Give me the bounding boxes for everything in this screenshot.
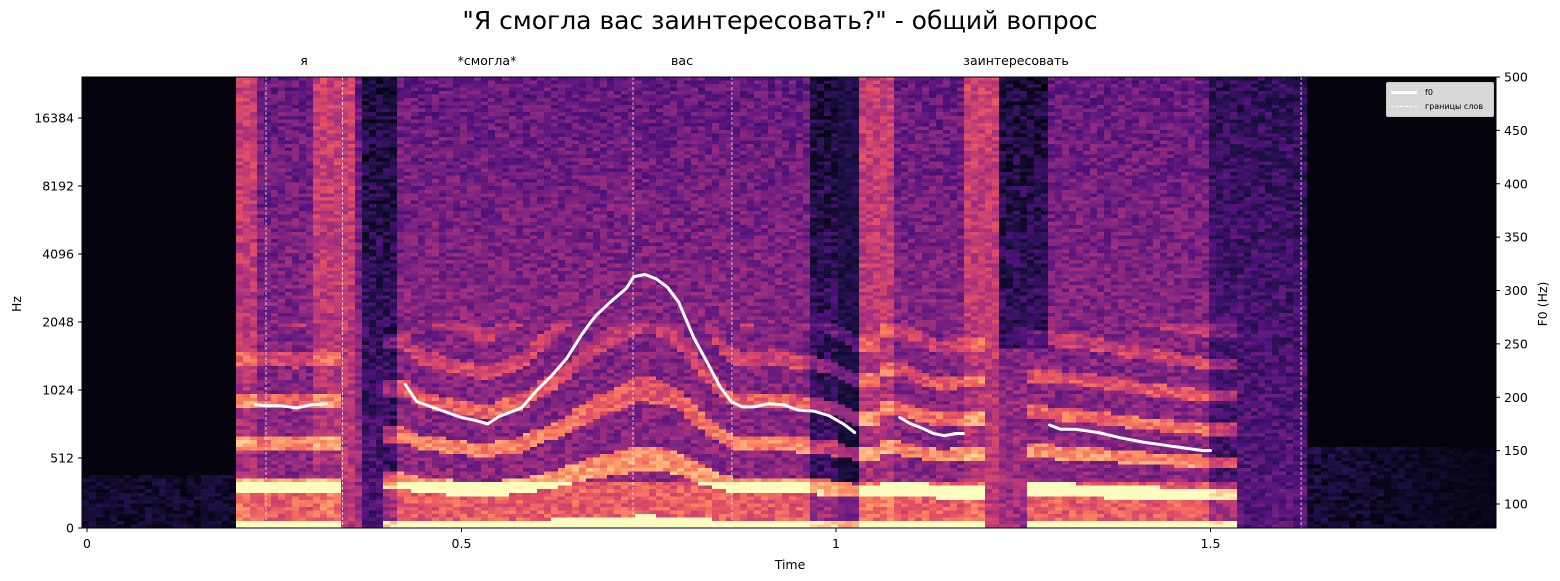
chart-title: "Я смогла вас заинтересовать?" - общий в… (462, 6, 1098, 35)
legend-solid-line-icon (1391, 90, 1417, 94)
y-axis-label-right: F0 (Hz) (1535, 282, 1550, 327)
f0-segment (1048, 423, 1212, 453)
y-tick-label: 512 (50, 451, 74, 466)
y-right-tick-label: 200 (1504, 390, 1528, 405)
y-tick-label: 8192 (42, 179, 74, 194)
spectrogram-heatmap (82, 77, 1496, 528)
left-y-axis: 0 512 1024 2048 4096 8192 16384 (34, 111, 82, 536)
legend-dashed-line-icon (1391, 105, 1417, 107)
y-right-tick-label: 150 (1504, 443, 1528, 458)
word-boundary-lines (265, 77, 1302, 528)
x-tick-label: 0 (83, 536, 91, 551)
x-tick-label: 1 (832, 536, 840, 551)
plot-frame (81, 76, 1497, 529)
x-axis: 0 0.5 1 1.5 (83, 528, 1220, 551)
legend-item-f0: f0 (1391, 86, 1433, 98)
f0-segment (403, 273, 857, 434)
legend-item-boundaries: границы слов (1391, 100, 1483, 112)
y-tick-label: 0 (66, 521, 74, 536)
x-tick-label: 0.5 (452, 536, 472, 551)
legend-label-boundaries: границы слов (1425, 101, 1484, 111)
right-y-axis: 100 150 200 250 300 350 400 450 500 (1496, 70, 1528, 512)
x-tick-label: 1.5 (1201, 536, 1221, 551)
word-label: я (300, 53, 308, 68)
y-right-tick-label: 300 (1504, 283, 1528, 298)
y-axis-label-left: Hz (9, 296, 24, 312)
y-right-tick-label: 500 (1504, 70, 1528, 85)
y-tick-label: 1024 (42, 383, 74, 398)
y-tick-label: 16384 (34, 111, 74, 126)
y-tick-label: 2048 (42, 315, 74, 330)
f0-curve (254, 273, 1212, 453)
y-right-tick-label: 400 (1504, 176, 1528, 191)
f0-segment (254, 402, 329, 410)
legend-label-f0: f0 (1425, 87, 1433, 97)
word-label: *смогла* (457, 53, 517, 68)
legend: f0 границы слов (1386, 82, 1494, 117)
y-right-tick-label: 450 (1504, 123, 1528, 138)
word-label: вас (671, 53, 693, 68)
y-right-tick-label: 100 (1504, 497, 1528, 512)
x-axis-label: Time (774, 557, 806, 572)
word-label: заинтересовать (963, 53, 1069, 68)
f0-segment (898, 416, 965, 438)
y-right-tick-label: 350 (1504, 230, 1528, 245)
y-tick-label: 4096 (42, 247, 74, 262)
y-right-tick-label: 250 (1504, 336, 1528, 351)
